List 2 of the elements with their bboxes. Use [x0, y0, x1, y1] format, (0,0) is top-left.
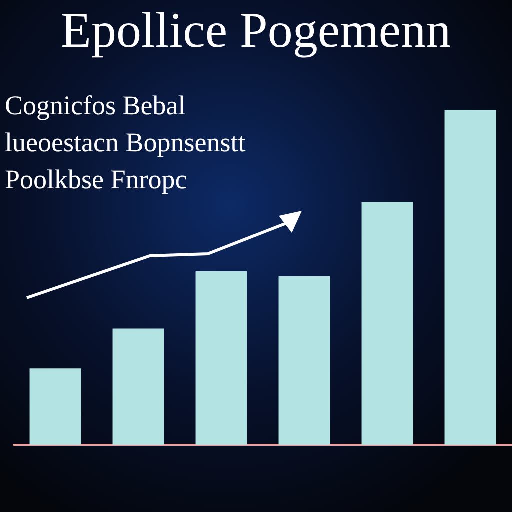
- text: Cognicfos Bebal lueoestacn Bopnsenstt Poolkbse Fnropc: [5, 90, 246, 194]
- chart-title: Epollice Pogemenn: [60, 2, 452, 58]
